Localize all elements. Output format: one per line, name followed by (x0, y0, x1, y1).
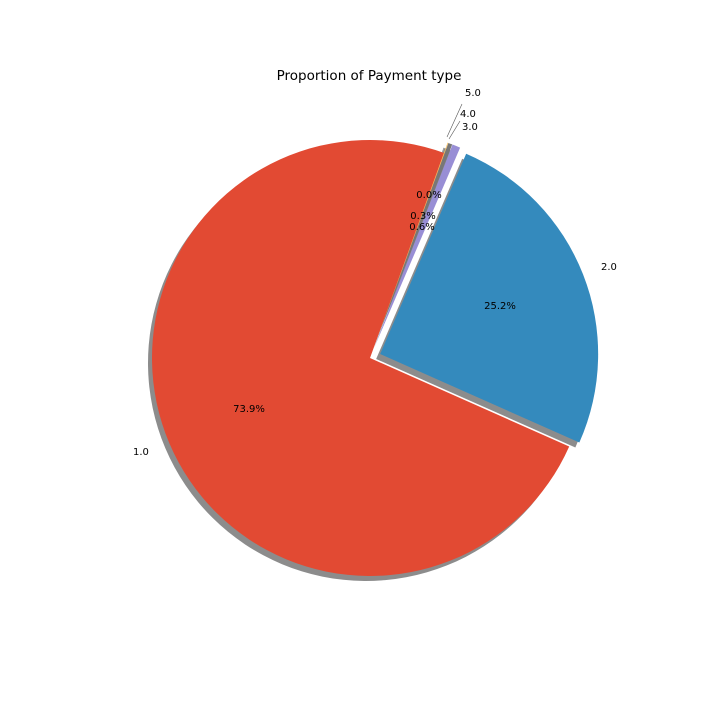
percent-label-2-0: 25.2% (484, 301, 516, 312)
pie-slices (151, 140, 599, 577)
category-label-3-0: 3.0 (462, 122, 478, 133)
percent-label-1-0: 73.9% (233, 404, 265, 415)
category-label-1-0: 1.0 (133, 447, 149, 458)
percent-label-4-0: 0.3% (410, 211, 435, 222)
chart-title: Proportion of Payment type (277, 68, 462, 84)
slice-2-0 (380, 153, 599, 443)
slice-3-0 (374, 144, 461, 348)
percent-label-5-0: 0.0% (416, 190, 441, 201)
percent-label-3-0: 0.6% (409, 222, 434, 233)
slice-5-0 (373, 142, 449, 348)
slice-1-0 (151, 140, 570, 577)
category-label-5-0: 5.0 (465, 88, 481, 99)
category-label-4-0: 4.0 (460, 109, 476, 120)
label-leaders (446, 103, 463, 140)
pie-labels: 1.0 73.9% 2.0 25.2% 3.0 0.6% 4.0 0.3% 5.0 0.0% (133, 88, 617, 458)
leader-line-1 (446, 103, 463, 138)
slice-4-0 (373, 142, 453, 348)
leader-line-2 (448, 120, 461, 140)
category-label-2-0: 2.0 (601, 262, 617, 273)
